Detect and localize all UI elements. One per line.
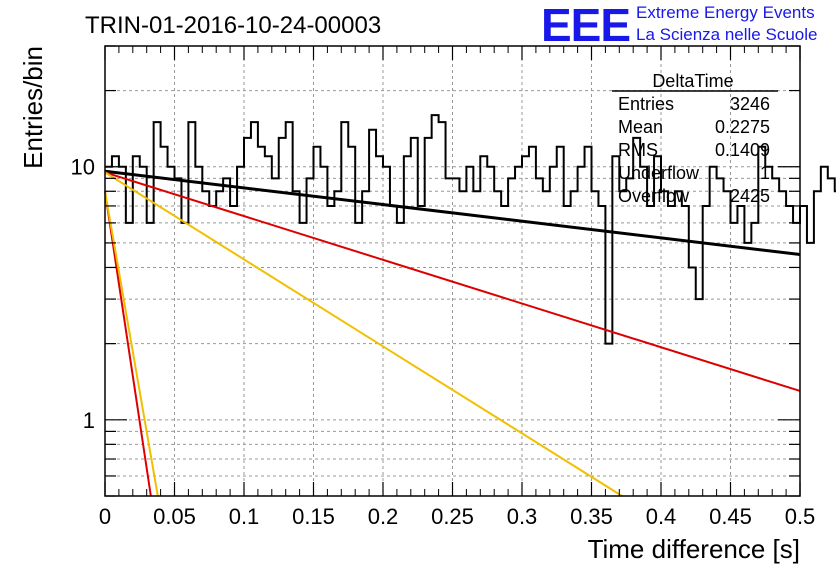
stats-value: 3246 xyxy=(730,94,770,114)
stats-value: 0.1409 xyxy=(715,140,770,160)
eee-logo-text: EEE xyxy=(541,0,630,51)
x-tick-label: 0.2 xyxy=(368,504,399,529)
eee-logo-line2: La Scienza nelle Scuole xyxy=(636,25,817,44)
stats-label: Entries xyxy=(618,94,674,114)
fit-lines xyxy=(104,169,801,497)
x-tick-label: 0.4 xyxy=(646,504,677,529)
stats-label: Mean xyxy=(618,117,663,137)
chart-title: TRIN-01-2016-10-24-00003 xyxy=(85,12,381,39)
x-tick-label: 0.1 xyxy=(229,504,260,529)
x-tick-label: 0.05 xyxy=(153,504,196,529)
x-tick-label: 0.35 xyxy=(570,504,613,529)
fit-line-2 xyxy=(104,171,801,392)
x-tick-label: 0 xyxy=(99,504,111,529)
histogram-step xyxy=(105,114,836,345)
fit-line-5 xyxy=(104,191,159,497)
fit-line-4 xyxy=(104,191,152,497)
stats-value: 1 xyxy=(760,163,770,183)
stats-label: Overflow xyxy=(618,186,690,206)
stats-name: DeltaTime xyxy=(652,71,733,91)
x-tick-label: 0.45 xyxy=(709,504,752,529)
stats-label: RMS xyxy=(618,140,658,160)
fit-line-3 xyxy=(104,171,623,497)
eee-logo-line1: Extreme Energy Events xyxy=(636,3,815,22)
stats-box: DeltaTime Entries 3246 Mean 0.2275 RMS 0.1409… xyxy=(612,71,778,206)
y-tick-label: 10 xyxy=(71,155,95,180)
x-tick-label: 0.15 xyxy=(292,504,335,529)
stats-value: 2425 xyxy=(730,186,770,206)
eee-logo: EEE Extreme Energy Events La Scienza nel… xyxy=(541,0,817,51)
x-tick-label: 0.5 xyxy=(785,504,816,529)
stats-value: 0.2275 xyxy=(715,117,770,137)
fit-line-1 xyxy=(104,169,801,256)
axis-ticks: 0 0.05 0.1 0.15 0.2 0.25 0.3 0.35 0.4 0.45 0.5 1 10 xyxy=(71,45,816,529)
stats-label: Underflow xyxy=(618,163,700,183)
x-tick-label: 0.3 xyxy=(507,504,538,529)
histogram xyxy=(105,114,836,345)
x-tick-label: 0.25 xyxy=(431,504,474,529)
x-axis-label: Time difference [s] xyxy=(588,534,800,564)
y-axis-label: Entries/bin xyxy=(18,46,48,169)
y-tick-label: 1 xyxy=(83,408,95,433)
